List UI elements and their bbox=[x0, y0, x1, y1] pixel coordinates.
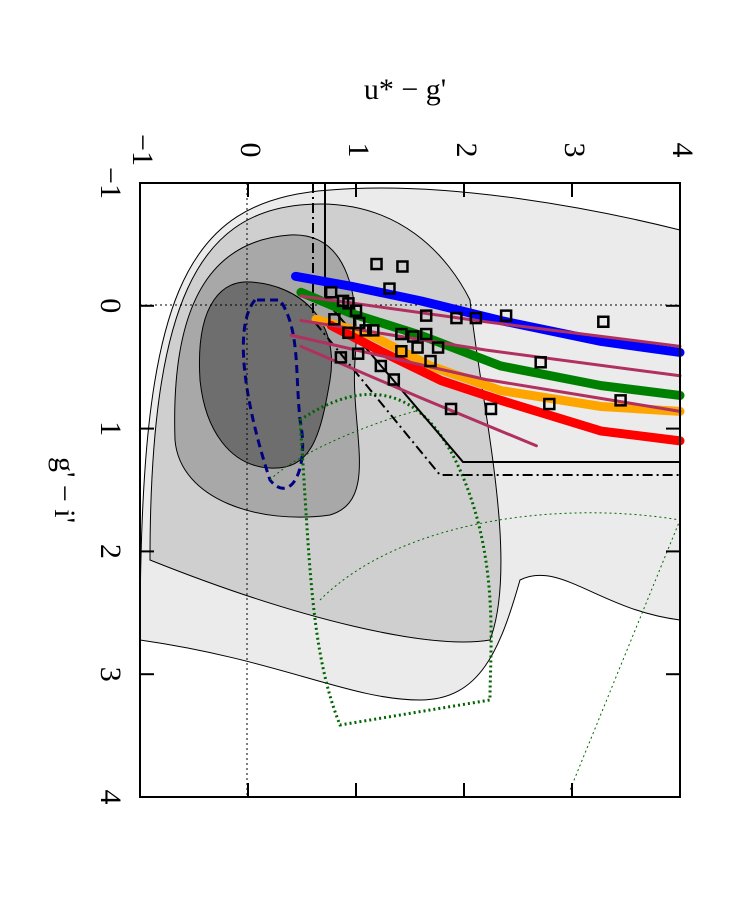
square-marker bbox=[419, 309, 433, 322]
y-tick-label: 4 bbox=[94, 790, 127, 805]
x-tick-label: 3 bbox=[558, 143, 591, 158]
square-marker bbox=[324, 286, 338, 299]
square-marker bbox=[396, 260, 409, 273]
x-tick-label: 4 bbox=[666, 143, 699, 158]
square-marker bbox=[534, 356, 547, 369]
data-layer bbox=[289, 257, 685, 448]
square-marker bbox=[328, 313, 341, 326]
y-tick-label: 1 bbox=[94, 421, 127, 436]
square-marker bbox=[351, 347, 365, 360]
x-tick-label: 0 bbox=[234, 143, 267, 158]
square-marker bbox=[367, 324, 380, 337]
square-marker bbox=[431, 341, 445, 354]
track-line bbox=[299, 294, 682, 348]
square-marker bbox=[597, 315, 610, 329]
x-tick-label: −1 bbox=[126, 134, 159, 166]
square-marker bbox=[383, 282, 396, 295]
square-marker bbox=[424, 354, 437, 368]
square-marker bbox=[387, 373, 401, 386]
square-marker bbox=[349, 304, 363, 317]
x-tick-label: 2 bbox=[450, 143, 483, 158]
square-marker bbox=[370, 257, 383, 271]
plot-frame bbox=[139, 182, 681, 798]
square-marker bbox=[543, 397, 556, 411]
square-marker bbox=[499, 309, 513, 322]
square-marker bbox=[469, 311, 483, 325]
blue-dashed-region bbox=[241, 298, 305, 490]
square-marker bbox=[342, 297, 355, 310]
square-marker bbox=[395, 344, 408, 358]
square-marker bbox=[352, 316, 366, 330]
green-dotted-outline bbox=[269, 409, 681, 791]
square-marker bbox=[359, 324, 372, 337]
y-tick-label: 2 bbox=[94, 544, 127, 559]
y-tick-label: 0 bbox=[94, 298, 127, 313]
y-axis-label: g' − i' bbox=[48, 457, 81, 523]
x-axis-label: u* − g' bbox=[364, 73, 446, 106]
contours bbox=[139, 187, 681, 701]
square-marker bbox=[395, 327, 408, 341]
square-marker bbox=[411, 341, 424, 354]
square-marker bbox=[419, 327, 433, 341]
square-marker bbox=[444, 402, 458, 416]
selection-dashdot bbox=[312, 183, 680, 476]
y-tick-label: 3 bbox=[94, 667, 127, 682]
square-marker bbox=[614, 394, 627, 407]
square-marker bbox=[334, 351, 348, 364]
square-marker bbox=[374, 359, 388, 373]
square-marker bbox=[342, 326, 355, 340]
track-band bbox=[291, 271, 685, 357]
green-dotted-region bbox=[298, 393, 493, 727]
track-band bbox=[296, 287, 685, 400]
track-band bbox=[326, 320, 685, 446]
y-tick-label: −1 bbox=[94, 167, 127, 199]
square-marker bbox=[484, 402, 498, 416]
x-tick-label: 1 bbox=[342, 143, 375, 158]
track-line bbox=[299, 319, 682, 378]
square-marker bbox=[450, 311, 463, 325]
contour-level-4 bbox=[198, 281, 332, 469]
